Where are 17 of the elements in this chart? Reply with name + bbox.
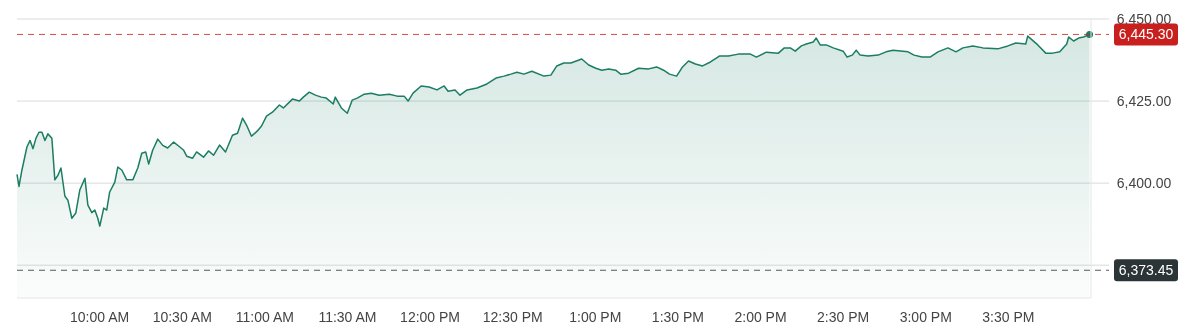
y-tick-label: 6,450.00 — [1116, 10, 1172, 27]
x-tick-label: 3:00 PM — [899, 309, 952, 325]
y-tick-label: 6,425.00 — [1116, 92, 1172, 109]
ref-line-label: 6,373.45 — [1118, 262, 1174, 279]
x-tick-label: 2:30 PM — [817, 309, 870, 325]
y-tick-label: 6,400.00 — [1116, 175, 1172, 192]
x-tick-label: 11:00 AM — [235, 309, 294, 325]
x-tick-label: 12:00 PM — [400, 309, 461, 325]
x-tick-label: 12:30 PM — [482, 309, 543, 325]
ref-line-label: 6,445.30 — [1118, 26, 1174, 43]
x-tick-label: 1:00 PM — [569, 309, 622, 325]
x-tick-label: 3:30 PM — [982, 309, 1035, 325]
x-tick-label: 1:30 PM — [651, 309, 704, 325]
x-tick-label: 2:00 PM — [734, 309, 787, 325]
x-tick-label: 10:30 AM — [152, 309, 212, 325]
x-tick-label: 10:00 AM — [70, 309, 130, 325]
x-tick-label: 11:30 AM — [318, 309, 377, 325]
